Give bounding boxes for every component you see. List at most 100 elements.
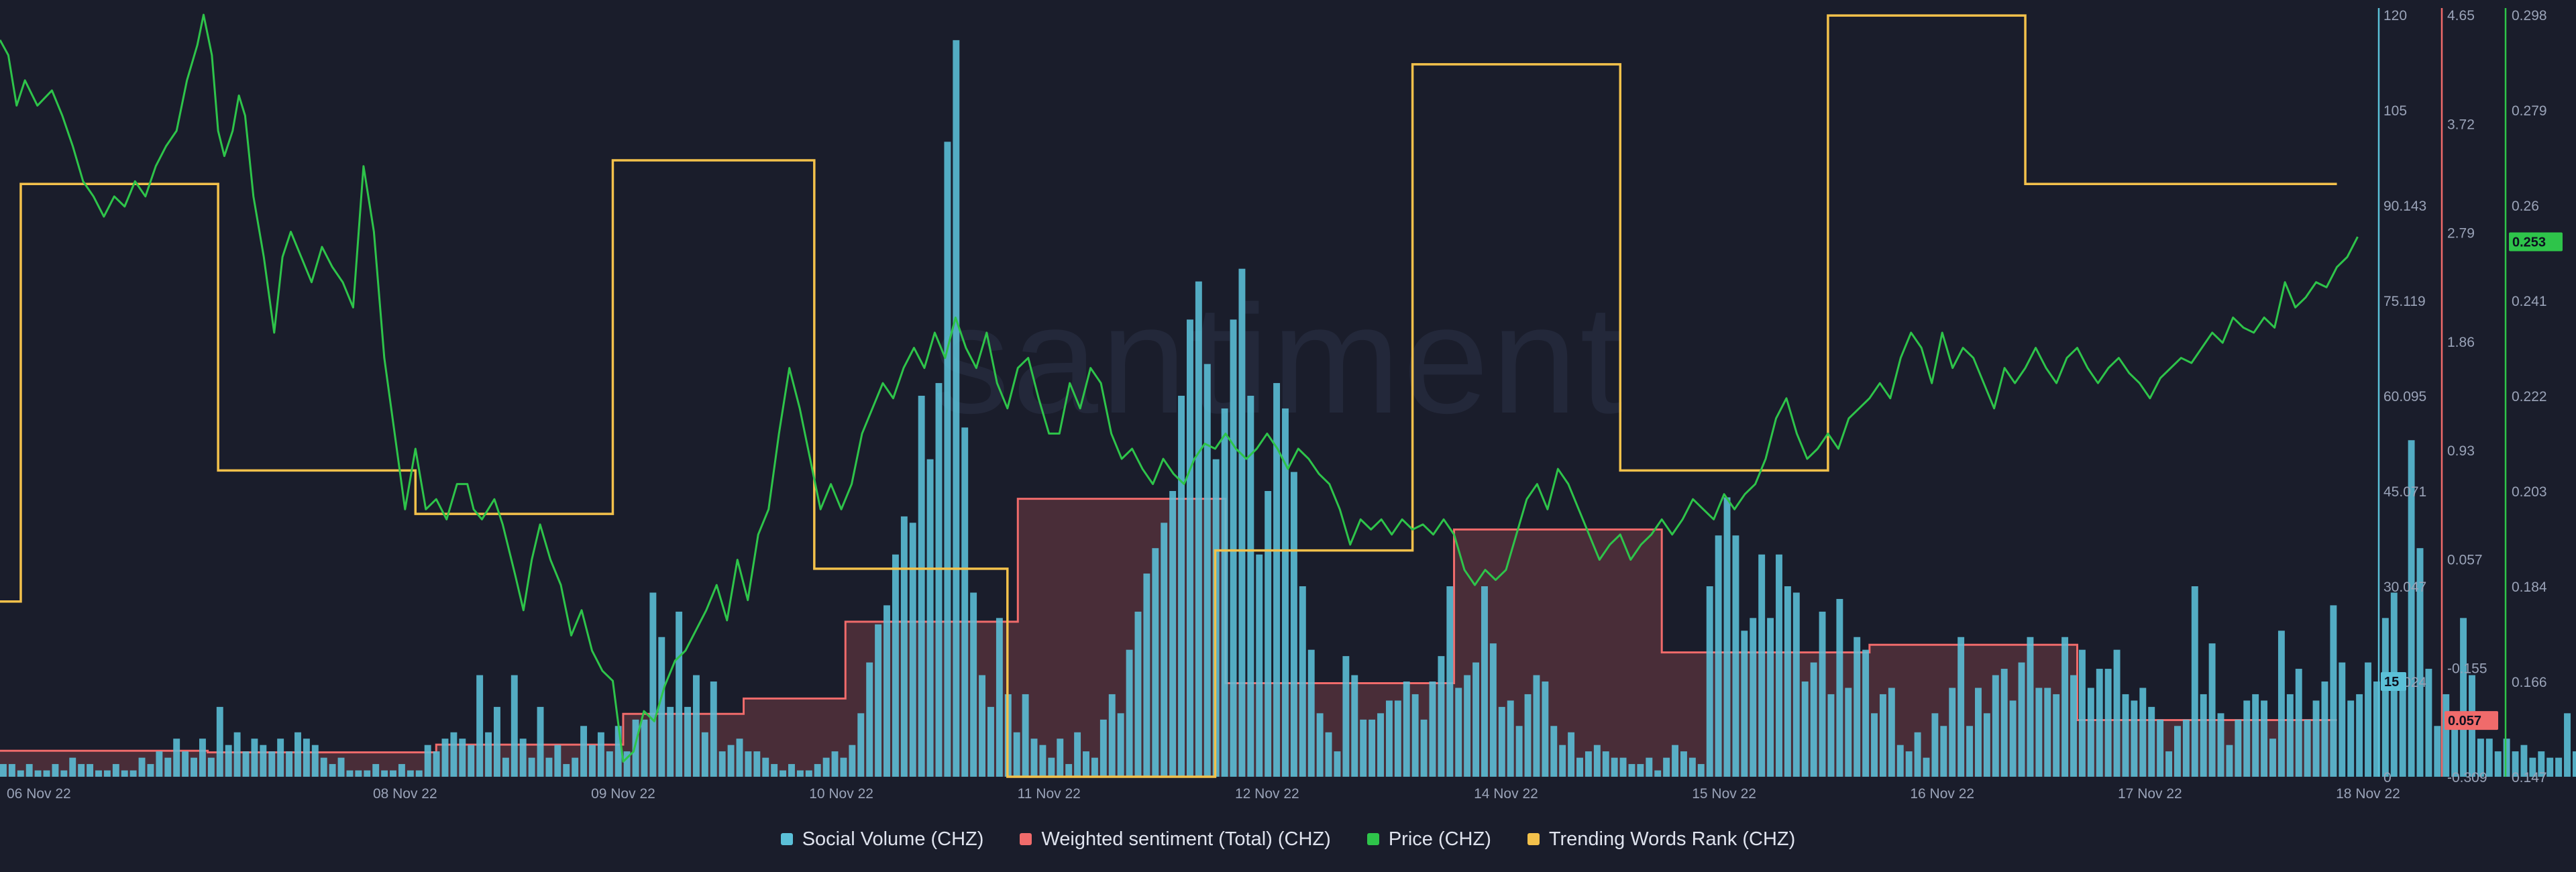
- legend-label-social-volume: Social Volume (CHZ): [802, 828, 984, 850]
- social-volume-bar: [623, 751, 631, 777]
- social-volume-bar: [1654, 770, 1662, 777]
- social-volume-bar: [2269, 739, 2276, 777]
- social-volume-bar: [1152, 548, 1159, 777]
- social-volume-bar: [43, 770, 50, 777]
- legend-item-price[interactable]: Price (CHZ): [1366, 828, 1491, 851]
- social-volume-bar: [2174, 726, 2181, 777]
- social-volume-bar: [2018, 662, 2025, 777]
- social-volume-bar: [1750, 618, 1757, 777]
- social-volume-bar: [1619, 757, 1627, 777]
- social-volume-bar: [667, 706, 674, 777]
- legend-swatch-price: [1366, 833, 1379, 845]
- social-volume-bar: [381, 770, 388, 777]
- social-volume-bar: [2096, 669, 2103, 777]
- social-volume-bar: [121, 770, 128, 777]
- social-volume-bar: [372, 764, 380, 777]
- social-volume-bar: [822, 757, 830, 777]
- social-volume-bar: [2330, 605, 2337, 777]
- social-volume-bar: [2217, 713, 2224, 777]
- social-volume-bar: [1602, 751, 1609, 777]
- social-volume-bar: [840, 757, 847, 777]
- social-volume-bar: [2477, 739, 2484, 777]
- social-volume-bar: [1688, 757, 1696, 777]
- legend-label-trending-rank: Trending Words Rank (CHZ): [1548, 828, 1796, 850]
- social-volume-bar: [1672, 745, 1678, 777]
- social-volume-bar: [1542, 682, 1549, 777]
- social-volume-tick-label: 75.119: [2383, 294, 2426, 309]
- social-volume-bar: [433, 751, 440, 777]
- legend-item-trending-rank[interactable]: Trending Words Rank (CHZ): [1527, 828, 1795, 851]
- social-volume-bar: [87, 764, 94, 777]
- social-volume-bar: [1533, 675, 1540, 777]
- social-volume-bar: [614, 726, 622, 777]
- social-volume-bar: [1161, 523, 1168, 777]
- social-volume-bar: [2564, 713, 2571, 777]
- social-volume-bar: [528, 757, 535, 777]
- social-volume-bar: [1489, 643, 1497, 777]
- social-volume-bar: [1845, 688, 1852, 777]
- chart-legend: Social Volume (CHZ) Weighted sentiment (…: [0, 824, 2576, 855]
- social-volume-bar: [1593, 745, 1601, 777]
- social-volume-bar: [1178, 396, 1185, 777]
- social-volume-bar: [1819, 611, 1826, 777]
- price-line-group: [0, 13, 2359, 763]
- social-volume-bar: [277, 739, 284, 777]
- social-volume-bar: [554, 745, 561, 777]
- social-volume-bar: [2485, 739, 2493, 777]
- social-volume-bar: [2131, 700, 2138, 777]
- social-volume-bar: [1083, 751, 1089, 777]
- social-volume-bar: [2555, 757, 2563, 777]
- social-volume-bar: [260, 745, 267, 777]
- price-tick-label: 0.241: [2512, 294, 2547, 309]
- social-volume-bar: [857, 713, 865, 777]
- social-volume-bar: [572, 757, 579, 777]
- social-volume-bar: [875, 624, 882, 777]
- social-volume-bar: [1455, 688, 1462, 777]
- social-volume-bar: [1403, 682, 1410, 777]
- social-volume-bar: [1741, 631, 1748, 777]
- social-volume-bar: [1074, 732, 1081, 777]
- social-volume-bar: [1862, 649, 1870, 777]
- social-volume-current-badge: [2381, 672, 2406, 691]
- social-volume-bar: [1481, 586, 1488, 777]
- social-volume-bar: [849, 745, 856, 777]
- social-volume-bar: [346, 770, 354, 777]
- social-volume-bar: [2252, 694, 2259, 777]
- social-volume-bar: [1282, 408, 1289, 777]
- social-volume-bar: [1411, 694, 1419, 777]
- social-volume-bar: [2503, 739, 2510, 777]
- x-tick-label: 11 Nov 22: [1018, 786, 1081, 802]
- social-volume-bar: [502, 757, 509, 777]
- social-volume-bar: [2339, 662, 2346, 777]
- social-volume-bar: [2113, 649, 2121, 777]
- social-volume-bar: [1715, 535, 1722, 777]
- social-volume-bar: [1706, 586, 1713, 777]
- social-volume-bar: [2235, 719, 2242, 777]
- social-volume-bar: [692, 675, 700, 777]
- legend-item-social-volume[interactable]: Social Volume (CHZ): [780, 828, 984, 851]
- social-volume-bar: [364, 770, 371, 777]
- price-current-badge: [2509, 232, 2563, 252]
- social-volume-bar: [1776, 554, 1782, 777]
- social-volume-bar: [2529, 757, 2536, 777]
- social-volume-bar: [1966, 726, 1974, 777]
- social-volume-bar: [25, 764, 33, 777]
- legend-item-weighted-sentiment[interactable]: Weighted sentiment (Total) (CHZ): [1020, 828, 1331, 851]
- social-volume-bar: [2408, 440, 2415, 777]
- social-volume-bar: [1524, 694, 1532, 777]
- social-volume-bar: [1334, 751, 1341, 777]
- social-volume-bar: [2277, 631, 2285, 777]
- social-volume-bar: [1914, 732, 1921, 777]
- social-volume-bar: [78, 764, 85, 777]
- social-volume-bar: [485, 732, 492, 777]
- sentiment-tick-label: 2.79: [2447, 226, 2475, 241]
- social-volume-bar: [1446, 586, 1454, 777]
- social-volume-bar: [34, 770, 42, 777]
- social-volume-bar: [1836, 598, 1843, 777]
- social-volume-tick-label: 105: [2383, 103, 2407, 119]
- social-volume-bar: [60, 770, 68, 777]
- social-volume-bar: [866, 662, 873, 777]
- social-volume-bar: [2304, 719, 2311, 777]
- social-volume-bar: [2512, 751, 2519, 777]
- social-volume-bar: [805, 770, 812, 777]
